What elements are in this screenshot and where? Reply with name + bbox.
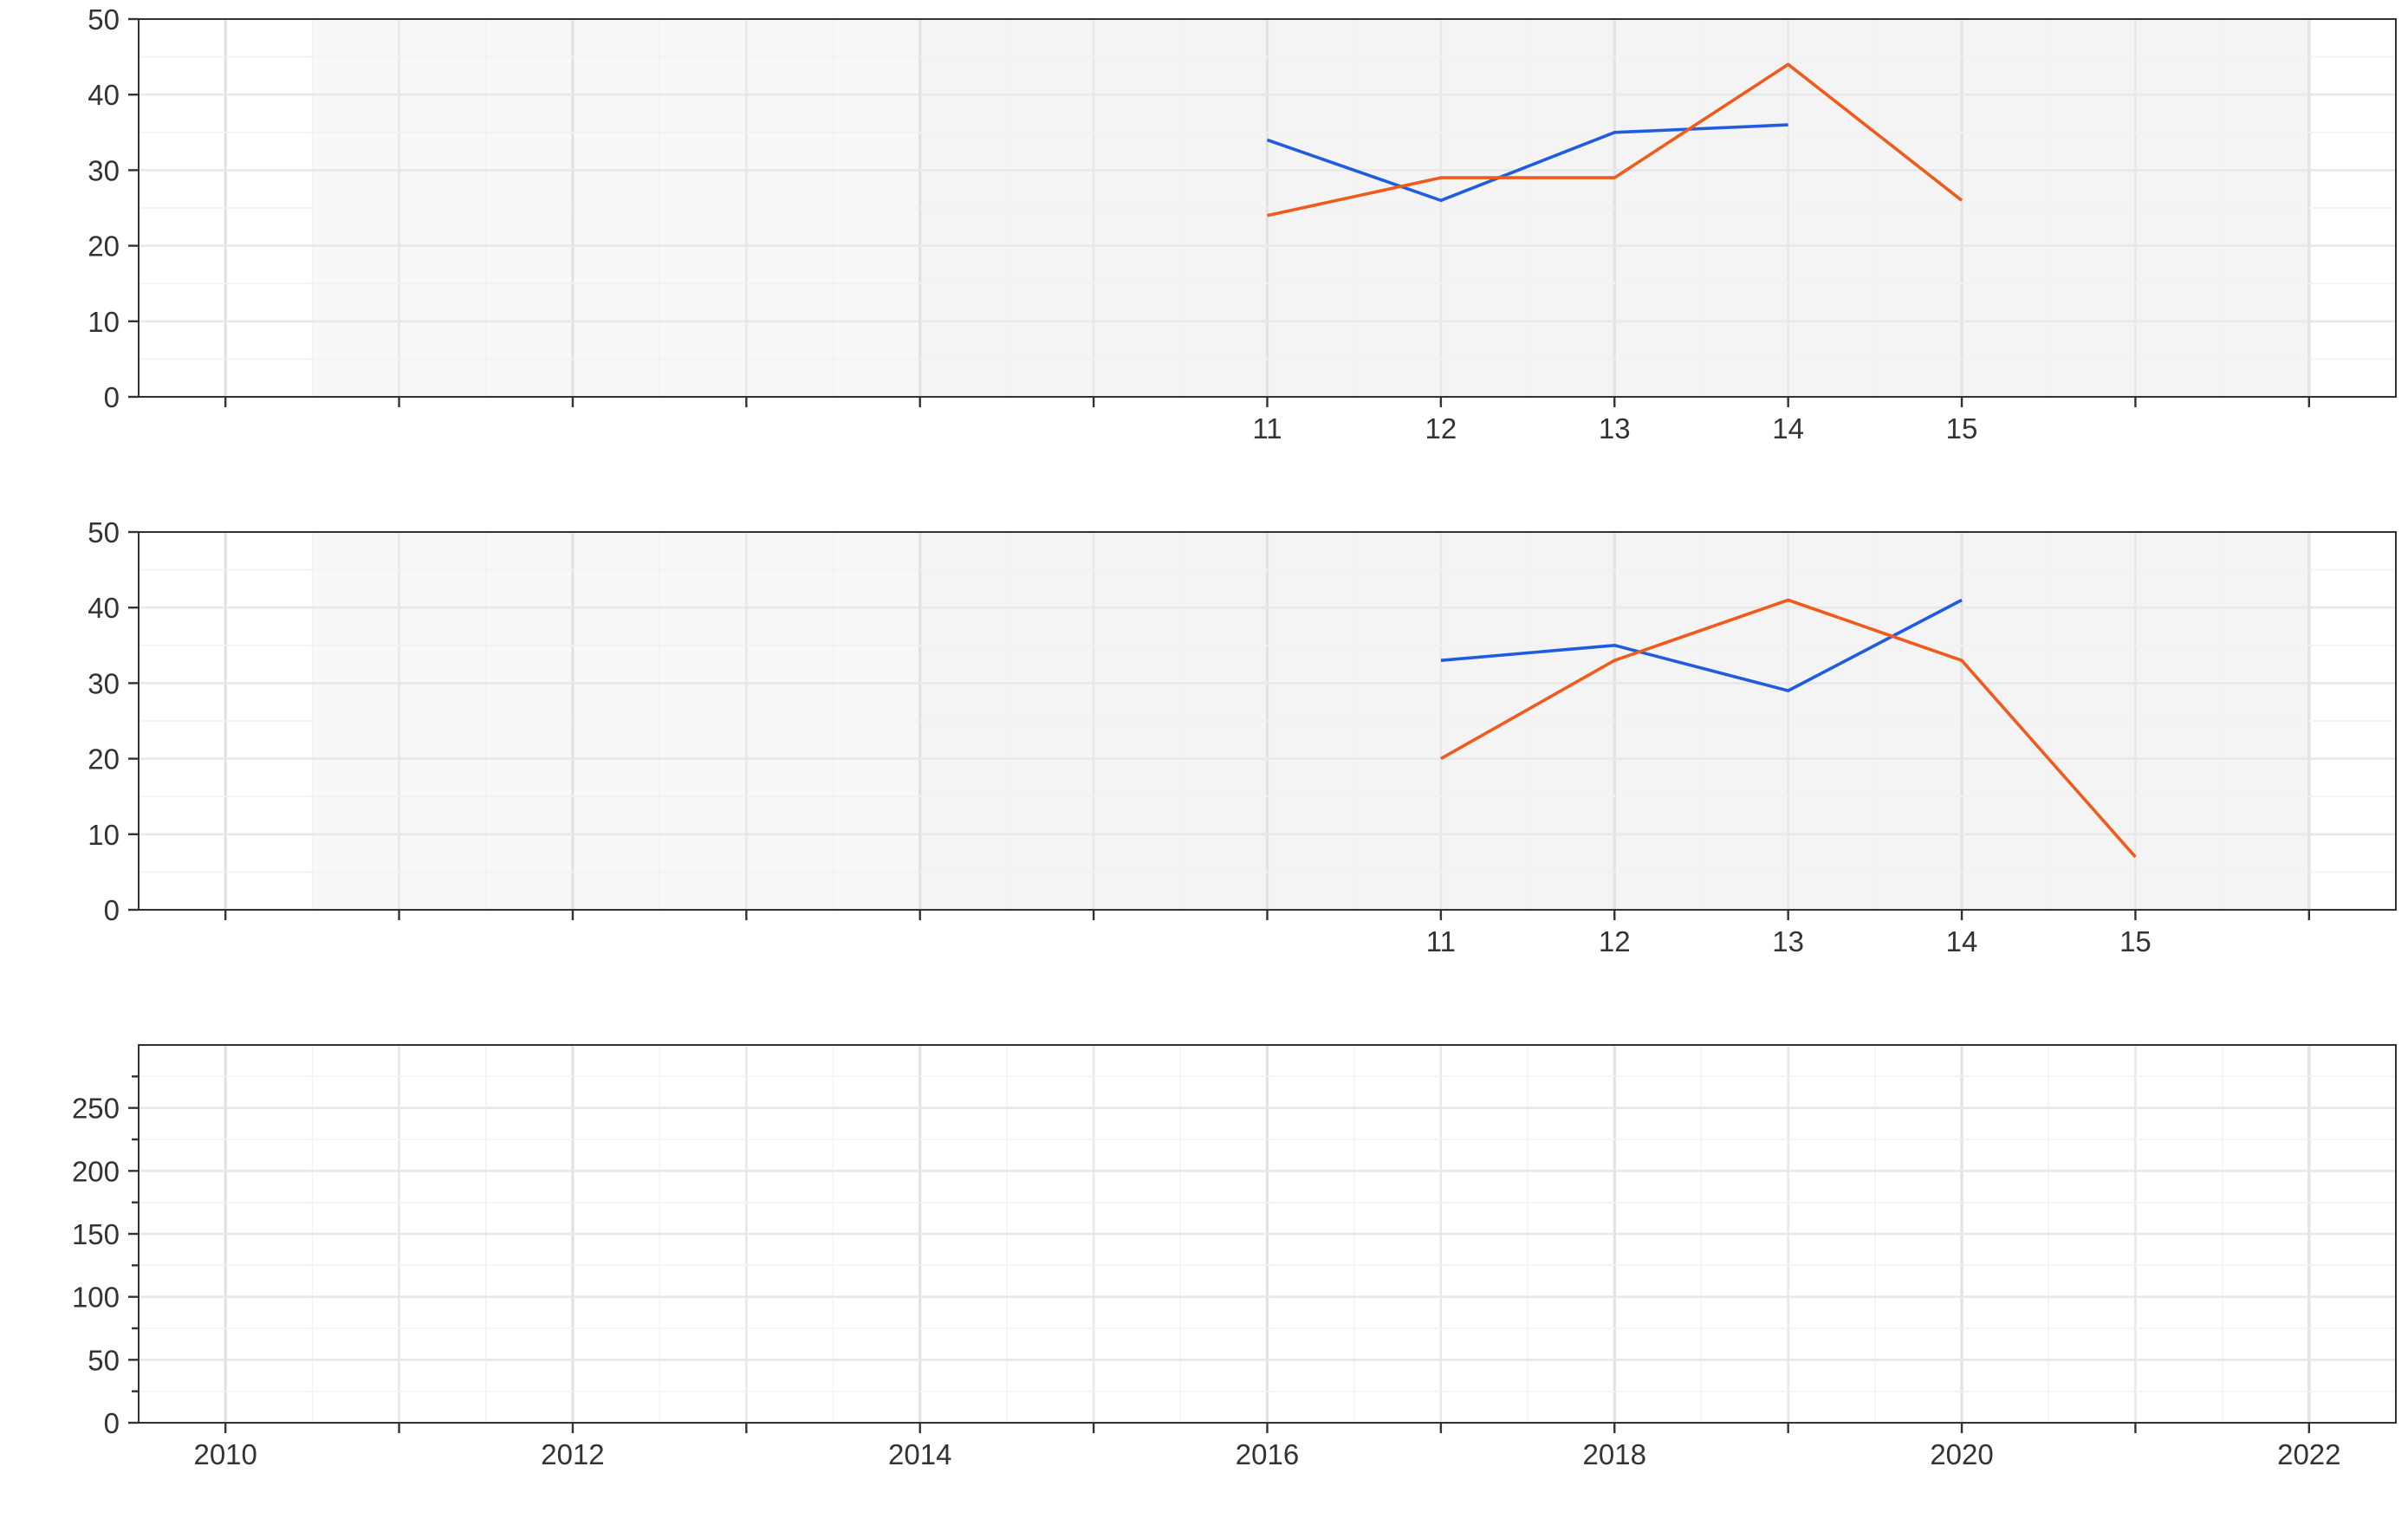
panel-2: 0 10 20 30 40 50 11 12 13 14 15 <box>88 516 2396 957</box>
y-tick-label: 30 <box>88 667 120 699</box>
x-tick-label: 13 <box>1599 412 1631 445</box>
y-tick-label: 0 <box>104 894 120 926</box>
x-tick-label: 14 <box>1946 925 1978 957</box>
y-tick-label: 150 <box>72 1218 120 1250</box>
panel-3: 0 50 100 150 200 250 2010 2012 2014 2016 2018 2020 2… <box>72 1045 2396 1470</box>
x-tick-label: 2016 <box>1236 1438 1299 1470</box>
y-tick-label: 40 <box>88 79 120 111</box>
x-tick-label: 2022 <box>2277 1438 2340 1470</box>
x-tick-label: 2018 <box>1583 1438 1646 1470</box>
x-tick-label: 15 <box>1946 412 1978 445</box>
y-tick-label: 50 <box>88 516 120 548</box>
x-tick-label: 11 <box>1426 925 1456 957</box>
y-tick-label: 50 <box>88 3 120 36</box>
x-tick-label: 11 <box>1252 412 1282 445</box>
x-tick-label: 2010 <box>193 1438 256 1470</box>
y-tick-label: 10 <box>88 819 120 851</box>
y-tick-label: 200 <box>72 1155 120 1187</box>
y-tick-label: 10 <box>88 306 120 338</box>
x-tick-label: 2012 <box>541 1438 604 1470</box>
y-tick-label: 40 <box>88 592 120 624</box>
panel-1: 0 10 20 30 40 50 11 12 13 14 15 <box>88 3 2396 445</box>
x-tick-label: 2020 <box>1930 1438 1993 1470</box>
y-tick-label: 250 <box>72 1093 120 1125</box>
x-tick-label: 2014 <box>888 1438 951 1470</box>
y-tick-label: 30 <box>88 154 120 186</box>
x-tick-label: 15 <box>2119 925 2152 957</box>
x-tick-label: 12 <box>1599 925 1631 957</box>
y-tick-label: 20 <box>88 743 120 775</box>
y-tick-label: 0 <box>104 381 120 413</box>
y-tick-label: 20 <box>88 230 120 263</box>
x-tick-label: 12 <box>1425 412 1457 445</box>
x-tick-label: 13 <box>1772 925 1804 957</box>
y-tick-label: 50 <box>88 1344 120 1376</box>
y-tick-label: 0 <box>104 1407 120 1439</box>
x-tick-label: 14 <box>1772 412 1804 445</box>
y-tick-label: 100 <box>72 1282 120 1314</box>
